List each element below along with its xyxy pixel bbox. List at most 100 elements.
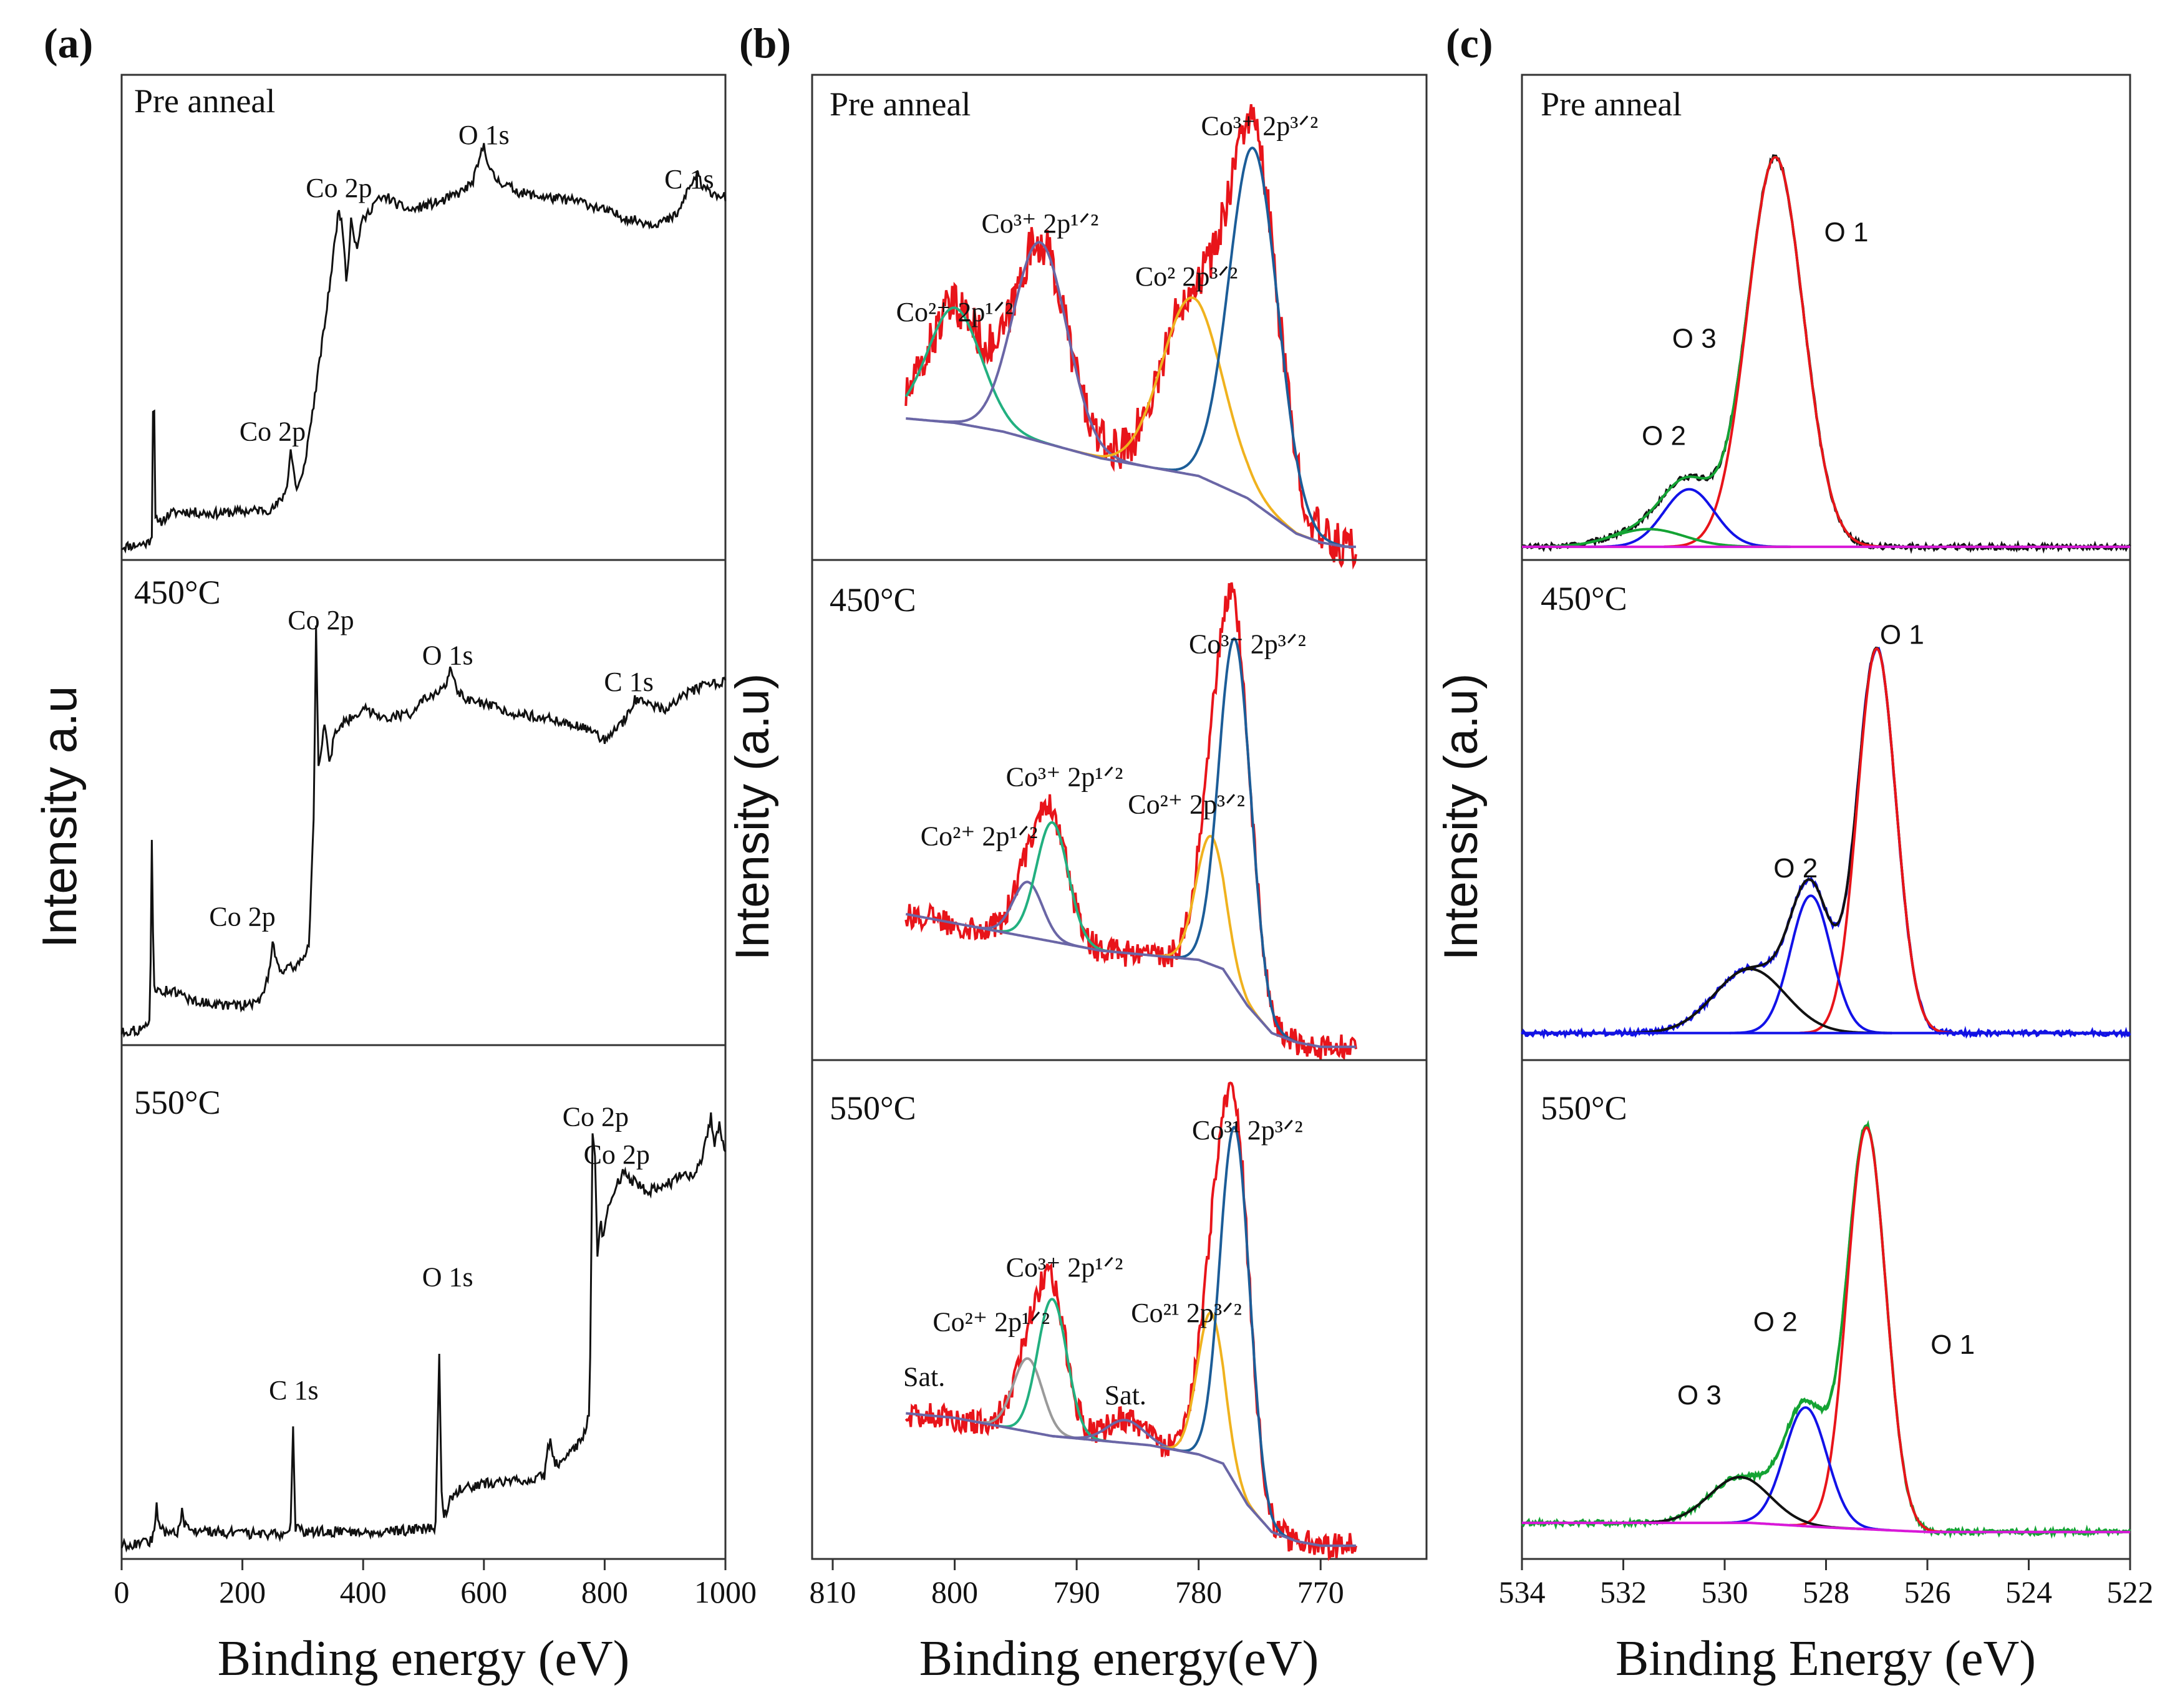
panel-a-x-axis-label: Binding energy (eV)	[218, 1631, 630, 1686]
panel-c-x-tick-label: 526	[1904, 1575, 1951, 1609]
panel-b-peak-annotation: Co²⁺ 2p¹ᐟ²	[933, 1307, 1050, 1338]
panel-a-sample-label-1: Pre anneal	[134, 82, 275, 120]
panel-a-x-tick-label: 0	[114, 1575, 130, 1609]
panel-c-x-tick-label: 530	[1702, 1575, 1748, 1609]
panel-a-y-axis-label: Intensity a.u	[32, 686, 87, 948]
panel-a-peak-annotation: Co 2p	[240, 417, 306, 447]
panel-c-peak-component	[1790, 1126, 1944, 1533]
panel-b: (b) Pre anneal Co²⁺ 2p¹ᐟ² Co³⁺ 2p¹ᐟ² Co² 2…	[726, 19, 1428, 1686]
panel-b-peak-annotation: Co³⁺ 2p¹ᐟ²	[1006, 761, 1123, 792]
panel-c-peak-component	[1720, 1406, 1891, 1532]
panel-c-peak-annotation: O 1	[1931, 1329, 1975, 1360]
panel-b-label: (b)	[739, 19, 791, 67]
panel-a-peak-annotation: C 1s	[664, 164, 714, 195]
panel-c-label: (c)	[1446, 19, 1493, 67]
panel-b-background-line	[905, 912, 1356, 1048]
panel-a-plot-3: Co 2p Co 2p O 1s C 1s	[120, 1102, 727, 1553]
panel-b-peak-annotation: Co³⁺ 2p¹ᐟ²	[982, 208, 1099, 239]
panel-c-x-tick-label: 524	[2005, 1575, 2052, 1609]
panel-a-subplot-1: Pre anneal Co 2p O 1s C 1s Co 2p	[120, 74, 727, 561]
panel-a-plot-2: Co 2p O 1s C 1s Co 2p	[120, 605, 727, 1038]
panel-b-x-tick-label: 790	[1054, 1575, 1100, 1609]
panel-b-peak-component	[969, 1357, 1087, 1441]
panel-a-x-ticks: 0 200 400 600 800 1000	[114, 1559, 757, 1609]
panel-a-peak-annotation: C 1s	[269, 1375, 318, 1406]
panel-a-x-tick-label: 1000	[694, 1575, 757, 1609]
panel-b-peak-annotation: Co³¹ 2p³ᐟ²	[1192, 1115, 1303, 1146]
panel-b-peak-component	[969, 881, 1087, 950]
panel-b-peak-annotation: Co²⁺ 2p¹ᐟ²	[921, 821, 1038, 852]
panel-b-plot-1: Co²⁺ 2p¹ᐟ² Co³⁺ 2p¹ᐟ² Co² 2p³ᐟ² Co³⁺ 2p³ᐟ²	[896, 104, 1357, 570]
panel-c-subplot-3: 550°C O 2 O 1 O 3	[1521, 1059, 2131, 1560]
panel-b-peak-component	[1176, 1126, 1294, 1542]
panel-c-background-line	[1522, 1522, 2130, 1533]
panel-a-series-line	[120, 625, 727, 1038]
panel-c-sample-label-1: Pre anneal	[1541, 85, 1682, 123]
panel-c-x-tick-label: 528	[1803, 1575, 1849, 1609]
panel-b-peak-annotation: Sat.	[1105, 1380, 1146, 1411]
panel-b-frame-3	[811, 1059, 1428, 1560]
panel-b-peak-annotation: Co²⁺ 2p¹ᐟ²	[896, 297, 1014, 327]
panel-c-plot-3: O 2 O 1 O 3	[1521, 1119, 2131, 1539]
panel-b-peak-annotation: Co³⁺ 2p³ᐟ²	[1201, 111, 1319, 142]
panel-b-peak-annotation: Co²⁺ 2p³ᐟ²	[1128, 789, 1245, 819]
panel-c-subplot-2: 450°C O 1 O 2	[1521, 559, 2131, 1061]
panel-a-peak-annotation: O 1s	[422, 640, 473, 671]
panel-a-x-tick-label: 200	[219, 1575, 266, 1609]
panel-a-peak-annotation: Co 2p	[563, 1102, 629, 1132]
panel-b-x-tick-label: 810	[810, 1575, 856, 1609]
panel-c-x-axis-label: Binding Energy (eV)	[1616, 1631, 2036, 1686]
panel-c-plot-2: O 1 O 2	[1521, 620, 2131, 1040]
panel-b-peak-annotation: Co²¹ 2p³ᐟ²	[1131, 1298, 1242, 1328]
panel-c-peak-annotation: O 1	[1880, 620, 1924, 650]
panel-c-sample-label-3: 550°C	[1541, 1089, 1627, 1127]
panel-c-y-axis-label: Intensity (a.u)	[1435, 673, 1488, 960]
panel-b-x-ticks: 810 800 790 780 770	[810, 1559, 1344, 1609]
panel-a-peak-annotation: Co 2p	[288, 605, 354, 635]
panel-a-frame-3	[120, 1044, 727, 1560]
panel-a-label: (a)	[44, 19, 93, 67]
panel-b-x-tick-label: 800	[931, 1575, 978, 1609]
panel-b-sample-label-3: 550°C	[830, 1089, 916, 1127]
panel-c-sample-label-2: 450°C	[1541, 580, 1627, 617]
panel-b-x-axis-label: Binding energy(eV)	[919, 1631, 1319, 1686]
panel-b-sample-label-2: 450°C	[830, 581, 916, 619]
panel-b-peak-component	[1171, 637, 1299, 1044]
panel-a-x-tick-label: 800	[581, 1575, 628, 1609]
panel-a-subplot-3: 550°C Co 2p Co 2p O 1s C 1s	[120, 1044, 727, 1560]
panel-b-peak-annotation: Sat.	[903, 1361, 945, 1392]
panel-a-sample-label-3: 550°C	[134, 1084, 221, 1121]
panel-c-peak-annotation: O 3	[1672, 323, 1717, 354]
panel-c-peak-component	[1664, 156, 1887, 548]
panel-b-subplot-1: Pre anneal Co²⁺ 2p¹ᐟ² Co³⁺ 2p¹ᐟ² Co² 2p³ᐟ²…	[811, 74, 1428, 570]
panel-c-peak-annotation: O 2	[1753, 1307, 1798, 1338]
panel-b-peak-component	[1152, 834, 1271, 1031]
panel-b-y-axis-label: Intensity (a.u)	[726, 673, 779, 960]
panel-c-peak-component	[1608, 967, 1892, 1035]
panel-a-sample-label-2: 450°C	[134, 574, 221, 611]
panel-a-x-tick-label: 600	[460, 1575, 507, 1609]
panel-b-background-line	[906, 417, 1356, 548]
panel-c-peak-annotation: O 3	[1677, 1380, 1722, 1411]
panel-b-background-line	[906, 1412, 1356, 1547]
panel-a-peak-annotation: Co 2p	[306, 173, 372, 203]
panel-b-peak-component	[988, 821, 1116, 953]
panel-b-peak-component	[1070, 296, 1315, 542]
panel-b-peak-annotation: Co³⁺ 2p¹ᐟ²	[1006, 1252, 1123, 1283]
panel-b-x-tick-label: 770	[1297, 1575, 1344, 1609]
panel-a-peak-annotation: C 1s	[604, 667, 653, 697]
panel-a-peak-annotation: O 1s	[422, 1262, 473, 1293]
panel-b-peak-component	[1156, 147, 1352, 548]
panel-c-x-tick-label: 532	[1600, 1575, 1647, 1609]
panel-a-peak-annotation: Co 2p	[209, 902, 275, 932]
panel-b-peak-annotation: Co³⁻ 2p³ᐟ²	[1189, 629, 1306, 659]
panel-b-peak-component	[1157, 1311, 1266, 1525]
panel-c-peak-annotation: O 2	[1773, 853, 1818, 884]
panel-c-peak-annotation: O 1	[1824, 217, 1869, 248]
panel-a-plot-1: Co 2p O 1s C 1s Co 2p	[121, 120, 727, 554]
panel-b-x-tick-label: 780	[1175, 1575, 1222, 1609]
